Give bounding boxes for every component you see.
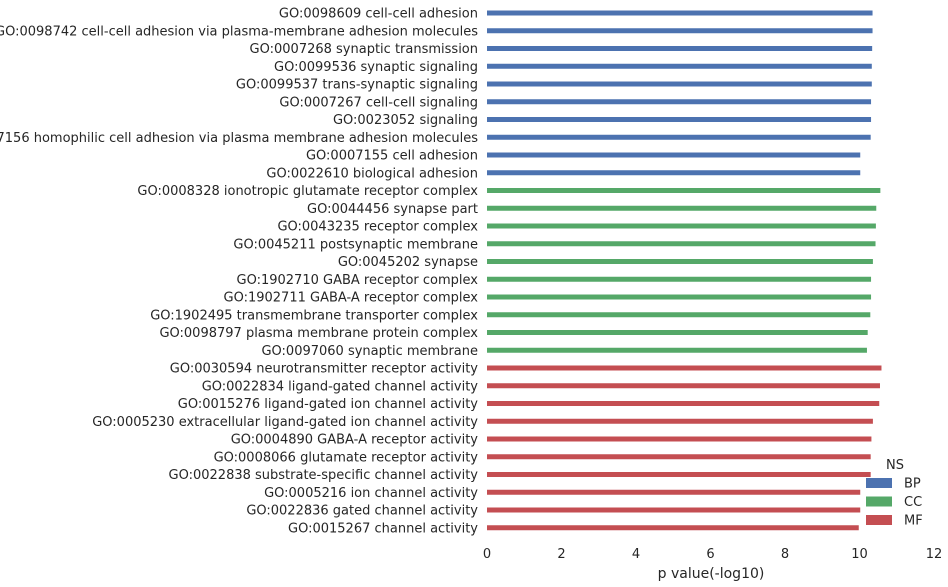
category-label: GO:1902710 GABA receptor complex [237,273,479,288]
legend-swatch-bp [866,478,892,488]
legend-label-bp: BP [904,477,921,492]
bar-4 [487,63,872,69]
legend-entries: BP CC MF [866,477,923,529]
bars-layer [487,10,882,531]
category-label: GO:0008328 ionotropic glutamate receptor… [137,184,478,199]
legend-swatch-cc [866,496,892,507]
x-tick-label: 6 [706,547,714,562]
bar-27 [487,472,871,477]
bar-12 [487,205,877,211]
bar-18 [487,312,871,318]
category-label: GO:0043235 receptor complex [277,220,478,235]
bar-8 [487,134,871,140]
legend-label-mf: MF [904,514,923,529]
category-label: GO:0098609 cell-cell adhesion [279,7,478,22]
bar-21 [487,365,882,371]
bar-23 [487,401,880,406]
bar-14 [487,241,876,247]
bar-25 [487,436,872,442]
bar-9 [487,152,861,158]
category-label: GO:0044456 synapse part [307,202,478,217]
category-label: GO:0045202 synapse [338,255,478,270]
bar-24 [487,418,873,424]
category-label: GO:0007155 cell adhesion [306,149,478,164]
bar-2 [487,28,873,34]
bar-22 [487,383,880,389]
legend-swatch-mf [866,515,892,525]
bar-15 [487,259,873,264]
legend-label-cc: CC [904,495,922,510]
category-label: GO:0045211 postsynaptic membrane [233,237,478,252]
bar-10 [487,170,861,176]
category-label: GO:0099537 trans-synaptic signaling [236,78,478,93]
x-tick-label: 0 [483,547,491,562]
legend-title: NS [886,458,904,473]
category-label: GO:0022610 biological adhesion [266,166,478,181]
category-label: GO:0005216 ion channel activity [264,486,478,501]
category-label: GO:0004890 GABA-A receptor activity [231,433,479,448]
category-label: GO:1902711 GABA-A receptor complex [224,291,479,306]
bar-20 [487,347,867,353]
bar-1 [487,10,873,16]
x-tick-label: 4 [632,547,640,562]
bar-5 [487,81,872,87]
x-axis-ticks: 0 2 4 6 8 10 12 [483,547,942,562]
category-label: GO:0007156 homophilic cell adhesion via … [0,131,478,146]
category-label: GO:0005230 extracellular ligand-gated io… [92,415,478,430]
category-label: GO:0022838 substrate-specific channel ac… [169,468,479,483]
category-labels: GO:0098609 cell-cell adhesion GO:0098742 … [0,7,478,537]
category-label: GO:0098742 cell-cell adhesion via plasma… [0,24,478,39]
category-label: GO:0008066 glutamate receptor activity [214,450,479,465]
bar-30 [487,525,859,531]
bar-11 [487,188,881,193]
bar-13 [487,223,876,229]
x-axis-label: p value(-log10) [658,566,765,582]
x-tick-label: 12 [926,547,943,562]
category-label: GO:0022836 gated channel activity [246,504,478,519]
x-tick-label: 8 [781,547,789,562]
category-label: GO:0030594 neurotransmitter receptor act… [170,362,479,377]
bar-3 [487,46,873,51]
category-label: GO:0097060 synaptic membrane [261,344,478,359]
category-label: GO:0015276 ligand-gated ion channel acti… [178,397,479,412]
bar-16 [487,276,872,282]
bar-28 [487,489,861,495]
bar-6 [487,99,872,105]
legend: NS BP CC MF [866,458,923,529]
x-tick-label: 2 [557,547,565,562]
category-label: GO:0098797 plasma membrane protein compl… [159,326,478,341]
bar-7 [487,117,872,122]
bar-29 [487,507,861,513]
bar-17 [487,294,872,300]
category-label: GO:0022834 ligand-gated channel activity [202,379,479,394]
category-label: GO:0007267 cell-cell signaling [279,95,478,110]
bar-19 [487,330,868,335]
category-label: GO:0015267 channel activity [288,521,478,536]
x-tick-label: 10 [851,547,868,562]
category-label: GO:0099536 synaptic signaling [274,60,478,75]
category-label: GO:0007268 synaptic transmission [250,42,478,57]
bar-26 [487,454,871,460]
category-label: GO:0023052 signaling [333,113,478,128]
category-label: GO:1902495 transmembrane transporter com… [150,308,478,323]
